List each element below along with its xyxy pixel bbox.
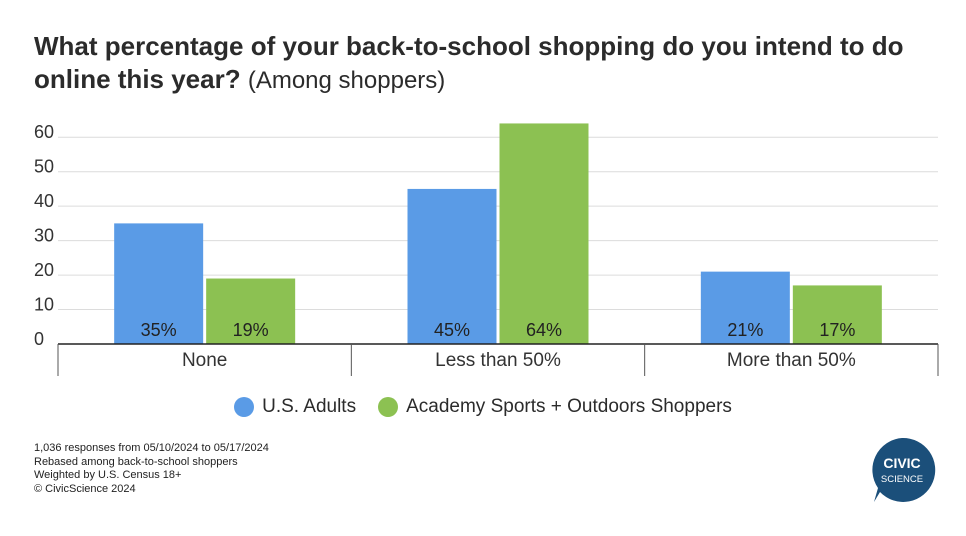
x-tick-label: More than 50% <box>727 350 856 371</box>
chart-title-main: What percentage of your back-to-school s… <box>34 31 904 94</box>
y-tick-label: 30 <box>34 226 54 246</box>
data-label: 21% <box>727 320 763 340</box>
legend-swatch-us-adults <box>234 397 255 417</box>
legend-label-us-adults: U.S. Adults <box>262 396 357 417</box>
bar <box>700 271 790 344</box>
logo-text-civic: CIVIC <box>883 455 920 471</box>
chart-title: What percentage of your back-to-school s… <box>34 30 934 97</box>
chart-title-sub: (Among shoppers) <box>247 67 446 94</box>
chart-legend: U.S. Adults Academy Sports + Outdoors Sh… <box>0 396 966 418</box>
y-tick-label: 20 <box>34 260 54 280</box>
bar <box>206 278 296 344</box>
data-label: 19% <box>233 320 269 340</box>
bar <box>407 188 497 344</box>
data-label: 64% <box>526 320 562 340</box>
x-tick-label: Less than 50% <box>435 350 561 371</box>
bar <box>499 123 589 344</box>
footnote-rebased: Rebased among back-to-school shoppers <box>34 455 238 468</box>
y-tick-label: 10 <box>34 295 54 315</box>
data-label: 45% <box>434 320 470 340</box>
legend-swatch-academy <box>378 397 399 417</box>
x-tick-label: None <box>182 350 227 371</box>
y-tick-label: 40 <box>34 191 54 211</box>
logo-text-science: SCIENCE <box>881 474 923 485</box>
footnotes: 1,036 responses from 05/10/2024 to 05/17… <box>34 442 269 496</box>
legend-item-us-adults: U.S. Adults <box>234 396 356 418</box>
footnote-copyright: © CivicScience 2024 <box>34 482 136 495</box>
footnote-weighted: Weighted by U.S. Census 18+ <box>34 469 182 481</box>
civicscience-logo: CIVIC SCIENCE <box>872 437 936 502</box>
y-tick-label: 0 <box>34 329 44 349</box>
y-tick-label: 60 <box>34 122 54 142</box>
y-tick-label: 50 <box>34 157 54 177</box>
data-label: 17% <box>819 320 855 340</box>
bar-chart: 0 10 20 30 40 50 60 35% 19% None 45% 64% Less than 5… <box>34 122 939 376</box>
data-label: 35% <box>141 320 177 340</box>
bar <box>792 285 882 344</box>
legend-label-academy: Academy Sports + Outdoors Shoppers <box>406 396 732 417</box>
footnote-responses: 1,036 responses from 05/10/2024 to 05/17… <box>34 442 269 454</box>
bar <box>114 223 204 344</box>
legend-item-academy: Academy Sports + Outdoors Shoppers <box>378 396 732 418</box>
